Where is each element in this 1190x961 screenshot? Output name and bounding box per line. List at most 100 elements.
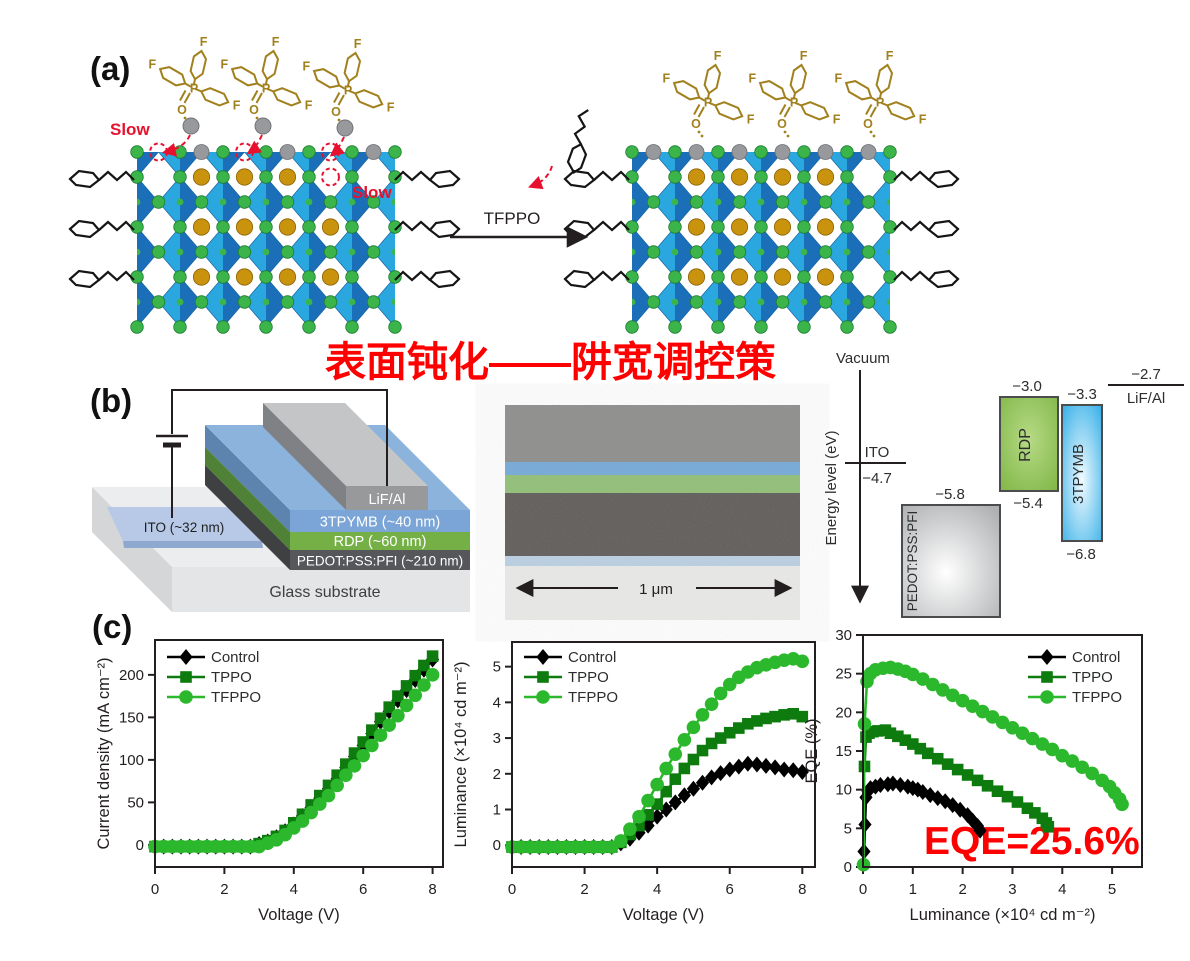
svg-text:Control: Control: [211, 649, 259, 666]
svg-text:O: O: [331, 105, 341, 119]
svg-text:P: P: [190, 82, 198, 96]
svg-text:P: P: [344, 84, 352, 98]
sem-noise-texture: [505, 405, 800, 620]
svg-text:Control: Control: [1072, 649, 1120, 666]
ligand: [893, 169, 960, 189]
lifal-label: LiF/Al: [368, 492, 405, 508]
ligand: [893, 219, 960, 239]
ligand: [566, 109, 589, 174]
svg-text:Luminance (×10⁴ cd m⁻²): Luminance (×10⁴ cd m⁻²): [452, 662, 470, 848]
ligand: [563, 269, 630, 289]
stack-left-gray: [205, 465, 290, 570]
chart-3: 0 1 2 3 4 5 0 5 10 15 20 25 30 Luminance (×10⁴ cd m⁻²…: [803, 627, 1143, 924]
panel-b-label: (b): [90, 382, 133, 419]
svg-text:3: 3: [493, 730, 501, 747]
ito-strip-edge: [123, 541, 263, 548]
svg-text:Voltage (V): Voltage (V): [623, 906, 705, 924]
pedot-label: PEDOT:PSS:PFI (~210 nm): [297, 554, 463, 569]
sem-cross-section: 1 μm: [505, 405, 800, 620]
stack-left-green: [205, 447, 290, 550]
svg-text:Luminance (×10⁴ cd m⁻²): Luminance (×10⁴ cd m⁻²): [910, 906, 1096, 924]
lifal-level-value: −2.7: [1131, 366, 1161, 383]
svg-text:150: 150: [119, 709, 144, 726]
energy-axis-label: Energy level (eV): [823, 430, 840, 545]
panel-c-label: (c): [92, 608, 133, 645]
pedot-energy-box: [901, 504, 1001, 618]
svg-text:F: F: [148, 58, 156, 72]
pedot-band: [290, 550, 470, 570]
svg-text:3: 3: [1008, 881, 1016, 898]
chart-2: 0 2 4 6 8 0 1 2 3 4 5 Voltage (V) Luminance (×10⁴ cd…: [452, 641, 816, 924]
svg-text:F: F: [662, 72, 670, 86]
svg-text:8: 8: [798, 881, 806, 898]
tpymb-energy-label: 3TPYMB: [1070, 444, 1087, 504]
svg-text:F: F: [272, 35, 280, 49]
svg-text:25: 25: [835, 666, 852, 683]
ligand: [563, 169, 630, 189]
svg-text:F: F: [387, 101, 395, 115]
rdp-energy-label: RDP: [1017, 428, 1034, 462]
svg-text:4: 4: [1058, 881, 1066, 898]
rdp-bottom-value: −5.4: [1013, 495, 1043, 512]
organic-ligands: [68, 109, 960, 289]
svg-text:P: P: [790, 96, 798, 110]
svg-text:F: F: [305, 99, 313, 113]
svg-text:15: 15: [835, 743, 852, 760]
ito-strip: [107, 507, 262, 541]
energy-level-diagram: Vacuum Energy level (eV) ITO −4.7 PEDOT:…: [823, 350, 1184, 618]
ligand: [394, 219, 461, 239]
svg-text:P: P: [876, 96, 884, 110]
eqe-annotation: EQE=25.6%: [924, 820, 1140, 863]
svg-text:0: 0: [136, 837, 144, 854]
svg-text:F: F: [748, 72, 756, 86]
svg-text:F: F: [834, 72, 842, 86]
svg-text:F: F: [919, 113, 927, 127]
svg-text:TPPO: TPPO: [568, 669, 609, 686]
svg-text:0: 0: [508, 881, 516, 898]
svg-text:6: 6: [359, 881, 367, 898]
perovskite-lattice-after: [625, 144, 897, 334]
svg-text:O: O: [249, 103, 259, 117]
svg-text:1: 1: [493, 802, 501, 819]
svg-text:TFPPO: TFPPO: [568, 689, 618, 706]
svg-text:200: 200: [119, 667, 144, 684]
svg-text:F: F: [354, 37, 362, 51]
svg-text:TFPPO: TFPPO: [211, 689, 261, 706]
svg-text:8: 8: [428, 881, 436, 898]
ito-label: ITO (~32 nm): [144, 520, 224, 535]
svg-text:10: 10: [835, 782, 852, 799]
svg-text:TPPO: TPPO: [1072, 669, 1113, 686]
svg-text:5: 5: [493, 659, 501, 676]
svg-text:2: 2: [493, 766, 501, 783]
svg-text:P: P: [262, 82, 270, 96]
ligand: [394, 269, 461, 289]
svg-text:F: F: [833, 113, 841, 127]
scalebar-label: 1 μm: [639, 581, 673, 598]
svg-text:100: 100: [119, 752, 144, 769]
ligand: [68, 269, 135, 289]
rdp-band: [290, 532, 470, 550]
glass-left-face: [92, 487, 172, 612]
lifal-left-face: [263, 403, 346, 510]
svg-text:O: O: [863, 117, 873, 131]
svg-text:50: 50: [127, 794, 144, 811]
slow-label-1: Slow: [110, 120, 150, 139]
svg-text:F: F: [302, 60, 310, 74]
svg-text:F: F: [714, 49, 722, 63]
device-structure-diagram: ITO (~32 nm) 3TPYMB (~40 nm) RDP (~60 nm…: [92, 389, 470, 612]
svg-text:0: 0: [859, 881, 867, 898]
svg-text:F: F: [800, 49, 808, 63]
vacuum-label: Vacuum: [836, 350, 890, 367]
svg-text:0: 0: [151, 881, 159, 898]
svg-text:Current density (mA cm⁻²): Current density (mA cm⁻²): [95, 657, 113, 849]
svg-text:O: O: [691, 117, 701, 131]
svg-text:TPPO: TPPO: [211, 669, 252, 686]
energy-ito-label: ITO: [865, 444, 890, 461]
ligand: [68, 169, 135, 189]
rdp-label: RDP (~60 nm): [334, 534, 427, 550]
